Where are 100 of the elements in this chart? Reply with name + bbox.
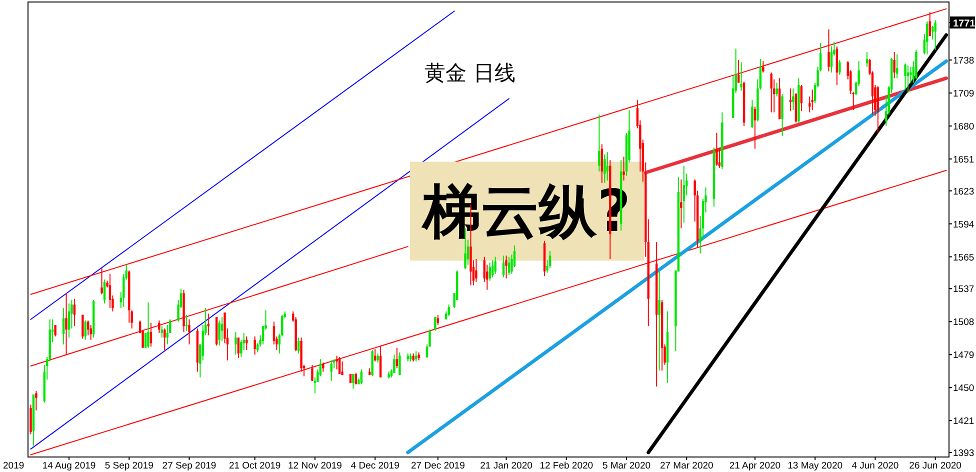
candlestick: [762, 60, 764, 74]
candlestick: [448, 304, 450, 316]
candlestick: [800, 84, 803, 112]
y-tick-label: 1738: [953, 56, 974, 67]
candlestick: [371, 350, 374, 377]
candlestick: [166, 324, 168, 345]
candlestick: [866, 52, 868, 68]
y-tick-label: 1594: [953, 219, 974, 230]
candlestick: [73, 298, 76, 327]
candlestick: [776, 82, 778, 97]
candlestick: [680, 178, 682, 229]
candlestick: [934, 20, 936, 50]
candlestick: [374, 348, 376, 362]
candlestick: [604, 154, 606, 184]
candlestick: [164, 328, 166, 351]
candlestick: [893, 52, 896, 79]
candlestick: [398, 352, 401, 376]
candlestick: [336, 355, 338, 370]
text: 2019: [3, 460, 24, 472]
candlestick: [740, 62, 742, 92]
candlestick: [828, 28, 830, 72]
x-tick-label: 5 Sep 2019: [104, 460, 154, 472]
candlestick: [838, 60, 841, 76]
candlestick: [108, 273, 112, 308]
y-tick-label: 1771: [953, 18, 976, 30]
candlestick: [658, 271, 660, 372]
candlestick: [160, 326, 164, 338]
candlestick: [65, 292, 68, 356]
candlestick: [376, 352, 379, 364]
candlestick: [352, 373, 354, 390]
candlestick: [254, 336, 256, 356]
candlestick: [488, 262, 491, 282]
x-tick-label: 27 Mar 2020: [660, 460, 714, 472]
x-tick-label: 12 Nov 2019: [288, 460, 342, 472]
candlestick: [84, 320, 86, 340]
candlestick: [35, 390, 38, 411]
candlestick: [492, 260, 494, 278]
candlestick: [234, 331, 237, 356]
candlestick: [338, 356, 341, 374]
y-tick-label: 1651: [953, 154, 974, 166]
x-tick-label: 4 Jun 2020: [852, 460, 899, 472]
candlestick: [754, 106, 756, 150]
candlestick: [475, 258, 478, 282]
candlestick: [379, 345, 382, 378]
x-tick-label: 21 Apr 2020: [729, 460, 781, 472]
candlestick: [830, 46, 833, 74]
candlestick: [505, 255, 508, 279]
candlestick: [932, 25, 934, 40]
candlestick: [770, 72, 772, 113]
y-tick-label: 1508: [953, 317, 974, 328]
candlestick: [548, 250, 552, 269]
candlestick: [622, 156, 625, 182]
candlestick: [682, 165, 686, 224]
x-tick-label: 26 Jun 2020: [909, 460, 962, 472]
candlestick: [393, 354, 396, 374]
candlestick: [906, 65, 910, 94]
candlestick: [600, 144, 604, 184]
candlestick: [341, 360, 344, 376]
x-tick-label: 27 Dec 2019: [411, 460, 465, 472]
candlestick: [150, 322, 152, 348]
candlestick: [87, 320, 90, 336]
x-tick-label: 27 Sep 2019: [162, 460, 216, 472]
candlestick: [188, 318, 190, 345]
candlestick: [158, 320, 160, 334]
x-tick-label: 21 Jan 2020: [480, 460, 532, 472]
candlestick: [598, 114, 600, 172]
candlestick: [54, 324, 56, 337]
x-tick-label: 12 Feb 2020: [540, 460, 594, 472]
y-tick-label: 1623: [953, 186, 974, 198]
candlestick: [737, 60, 740, 84]
candlestick: [436, 314, 440, 326]
candlestick: [62, 307, 65, 345]
y-tick-label: 1537: [953, 284, 974, 296]
y-tick-label: 1479: [953, 350, 974, 362]
candlestick: [147, 302, 150, 348]
x-tick-label: 21 Oct 2019: [228, 460, 281, 472]
candlestick: [781, 94, 784, 137]
candlestick: [360, 368, 363, 385]
y-tick-label: 1709: [953, 88, 974, 100]
candlestick: [904, 62, 906, 90]
y-tick-label: 1565: [953, 252, 974, 264]
candlestick: [103, 279, 106, 304]
y-tick-label: 1450: [953, 383, 974, 394]
candlestick: [434, 316, 436, 332]
y-tick-label: 1680: [953, 121, 974, 132]
candlestick: [330, 360, 332, 382]
candlestick: [311, 364, 314, 382]
candlestick: [792, 88, 794, 111]
candlestick: [502, 255, 505, 278]
candlestick: [218, 320, 220, 346]
candlestick: [926, 20, 928, 55]
candlestick: [237, 337, 240, 359]
candlestick: [494, 256, 496, 274]
candlestick: [322, 362, 324, 372]
candlestick: [30, 404, 32, 435]
x-tick-label: 14 Aug 2019: [42, 460, 96, 472]
candlestick: [836, 46, 838, 86]
y-tick-label: 1421: [953, 416, 974, 428]
y-tick-label: 1393: [953, 448, 974, 459]
candlestick: [246, 336, 248, 351]
